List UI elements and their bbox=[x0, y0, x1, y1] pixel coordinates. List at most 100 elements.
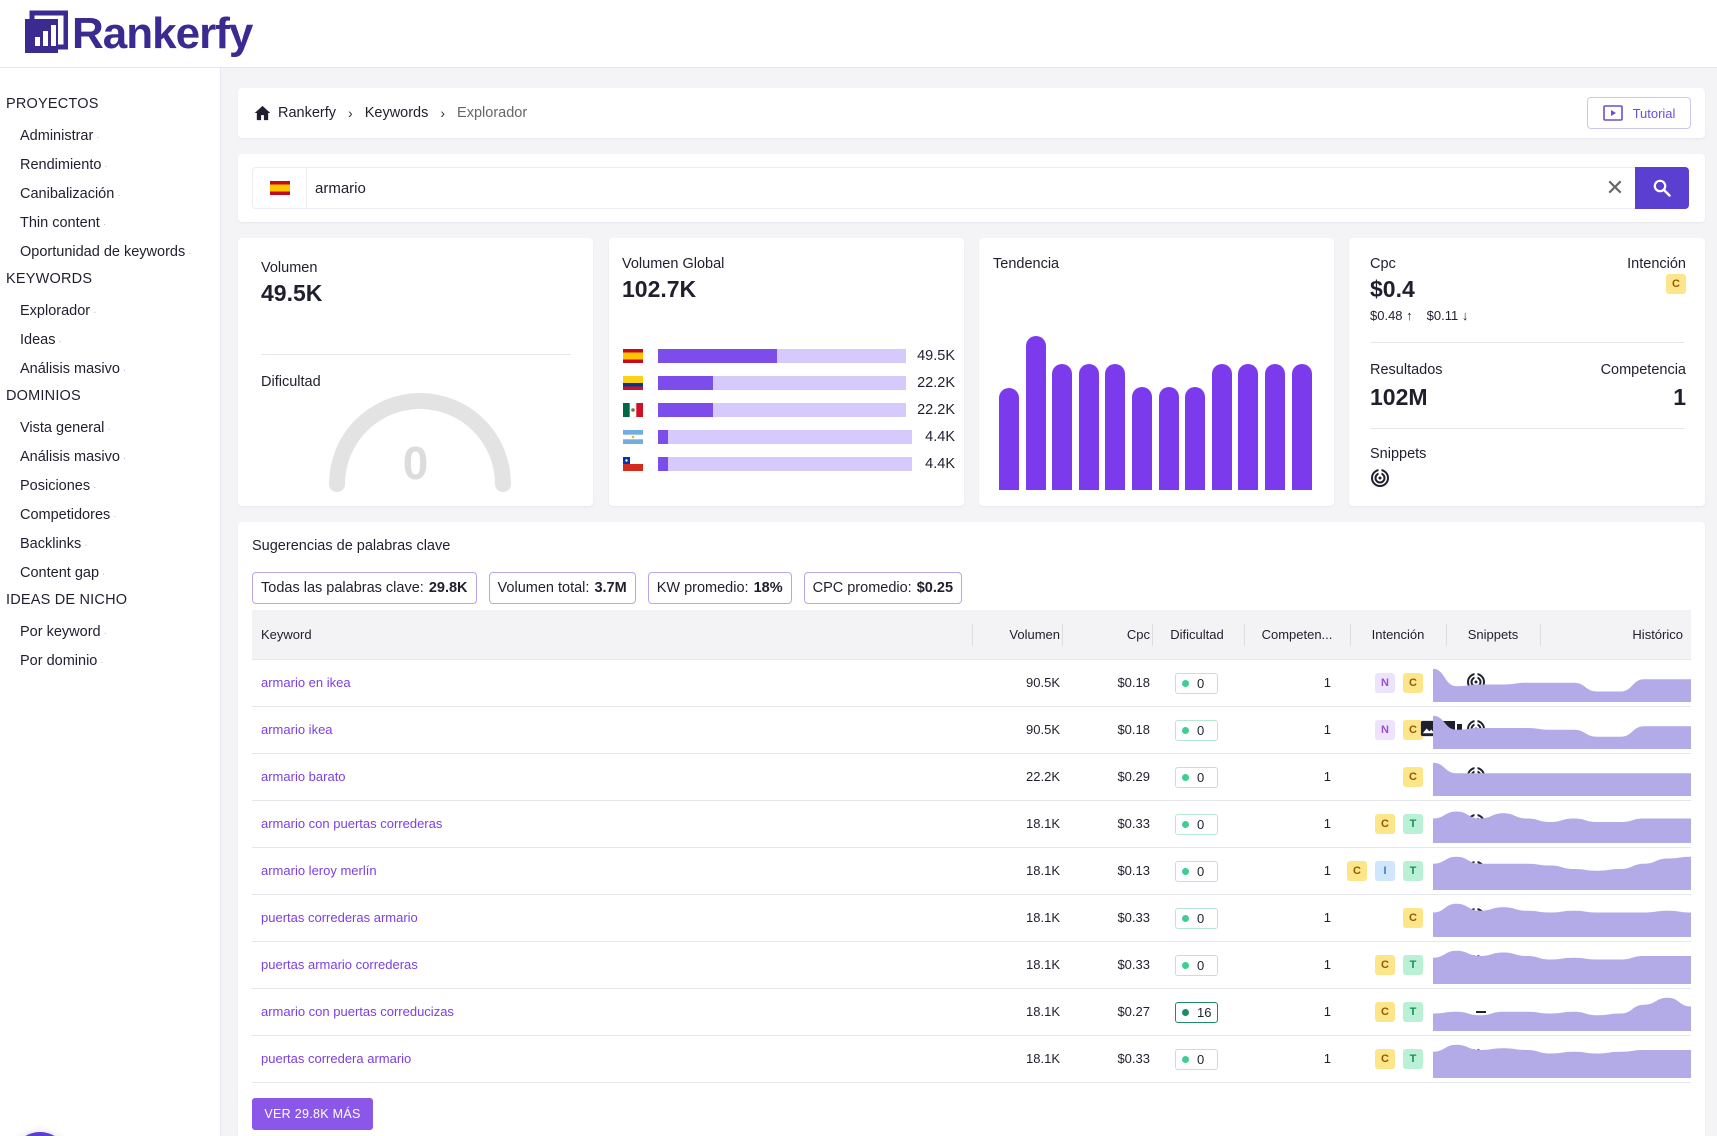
support-fab-button[interactable] bbox=[12, 1132, 68, 1136]
intent-cell: C bbox=[1302, 754, 1423, 800]
sidebar-item[interactable]: Competidores bbox=[0, 501, 220, 530]
sidebar-item[interactable]: Content gap bbox=[0, 559, 220, 588]
trend-bar[interactable] bbox=[1052, 363, 1073, 490]
app-name[interactable]: Rankerfy bbox=[72, 8, 253, 58]
country-volume-bar bbox=[658, 457, 912, 471]
difficulty-badge: 0 bbox=[1175, 673, 1218, 694]
search-input[interactable]: armario bbox=[315, 179, 366, 197]
keyword-link[interactable]: armario barato bbox=[261, 769, 346, 784]
keyword-link[interactable]: armario leroy merlín bbox=[261, 863, 377, 878]
sidebar-item[interactable]: Análisis masivo bbox=[0, 443, 220, 472]
breadcrumb-keywords[interactable]: Keywords bbox=[364, 105, 429, 121]
trend-bar[interactable] bbox=[999, 388, 1019, 490]
sidebar-nav: PROYECTOS AdministrarRendimientoCanibaliz… bbox=[0, 96, 220, 676]
country-selector[interactable] bbox=[253, 168, 307, 208]
table-row[interactable]: puertas armario correderas 18.1K $0.33 0 1 C T bbox=[252, 942, 1691, 989]
table-row[interactable]: armario barato 22.2K $0.29 0 1 C bbox=[252, 754, 1691, 801]
country-volume-bar bbox=[658, 349, 906, 363]
table-row[interactable]: puertas correderas armario 18.1K $0.33 0 1 C bbox=[252, 895, 1691, 942]
table-row[interactable]: puertas corredera armario 18.1K $0.33 0 1 C T bbox=[252, 1036, 1691, 1083]
table-row[interactable]: armario con puertas correderas 18.1K $0.33… bbox=[252, 801, 1691, 848]
breadcrumb-home[interactable]: Rankerfy bbox=[254, 105, 336, 121]
trend-bar[interactable] bbox=[1105, 363, 1126, 490]
sidebar-item[interactable]: Thin content bbox=[0, 209, 220, 238]
col-intent[interactable]: Intención bbox=[1371, 627, 1425, 642]
competition-title: Competencia bbox=[1600, 362, 1686, 378]
sidebar-item[interactable]: Por keyword bbox=[0, 618, 220, 647]
col-volume[interactable]: Volumen bbox=[1009, 627, 1060, 642]
table-row[interactable]: armario leroy merlín 18.1K $0.13 0 1 C I T bbox=[252, 848, 1691, 895]
difficulty-dot bbox=[1182, 915, 1189, 922]
sidebar-item[interactable]: Backlinks bbox=[0, 530, 220, 559]
competition-cell: 1 bbox=[1323, 910, 1331, 925]
search-button[interactable] bbox=[1635, 167, 1689, 209]
intent-badge: I bbox=[1375, 861, 1395, 881]
trend-bar[interactable] bbox=[1211, 363, 1232, 490]
intent-badge: T bbox=[1403, 814, 1423, 834]
sidebar-item[interactable]: Posiciones bbox=[0, 472, 220, 501]
trend-bar[interactable] bbox=[1238, 363, 1259, 490]
summary-chip-label: Todas las palabras clave: bbox=[261, 580, 424, 596]
history-sparkline bbox=[1433, 1044, 1691, 1078]
keyword-link[interactable]: armario en ikea bbox=[261, 675, 351, 690]
table-row[interactable]: armario en ikea 90.5K $0.18 0 1 N C bbox=[252, 660, 1691, 707]
country-volume-bar-fill bbox=[658, 376, 713, 390]
volume-cell: 18.1K bbox=[1026, 816, 1060, 831]
rankerfy-logo-icon[interactable] bbox=[22, 9, 68, 59]
trend-bar[interactable] bbox=[1025, 336, 1046, 490]
sidebar-item[interactable]: Oportunidad de keywords bbox=[0, 238, 220, 267]
keyword-link[interactable]: puertas armario correderas bbox=[261, 957, 418, 972]
country-volume-bar-fill bbox=[658, 457, 669, 471]
sidebar-item[interactable]: Administrar bbox=[0, 122, 220, 151]
snippets-title: Snippets bbox=[1370, 446, 1427, 462]
col-snippets[interactable]: Snippets bbox=[1467, 627, 1519, 642]
trend-bar[interactable] bbox=[1158, 386, 1179, 490]
sidebar-item[interactable]: Por dominio bbox=[0, 647, 220, 676]
col-history[interactable]: Histórico bbox=[1632, 627, 1683, 642]
tutorial-button[interactable]: Tutorial bbox=[1587, 97, 1691, 129]
trend-bar[interactable] bbox=[1291, 363, 1312, 490]
country-volume-value: 4.4K bbox=[925, 456, 955, 472]
divider bbox=[1370, 342, 1684, 343]
intent-badge: T bbox=[1403, 1002, 1423, 1022]
trend-bar[interactable] bbox=[1132, 386, 1152, 490]
trend-bar[interactable] bbox=[1078, 363, 1099, 490]
volume-cell: 90.5K bbox=[1026, 675, 1060, 690]
trend-bar[interactable] bbox=[1265, 363, 1285, 490]
sidebar-item[interactable]: Rendimiento bbox=[0, 151, 220, 180]
table-row[interactable]: armario con puertas correducizas 18.1K $0.… bbox=[252, 989, 1691, 1036]
keyword-link[interactable]: puertas corredera armario bbox=[261, 1051, 412, 1066]
no-snippet-icon bbox=[1476, 1001, 1486, 1013]
difficulty-cell: 0 bbox=[1197, 770, 1205, 785]
keyword-link[interactable]: armario con puertas correderas bbox=[261, 816, 443, 831]
col-difficulty[interactable]: Dificultad bbox=[1170, 627, 1224, 642]
sidebar-item[interactable]: Canibalización bbox=[0, 180, 220, 209]
sidebar-item[interactable]: Explorador bbox=[0, 297, 220, 326]
difficulty-cell: 0 bbox=[1197, 1052, 1205, 1067]
cpc-cell: $0.33 bbox=[1117, 816, 1150, 831]
trend-bar[interactable] bbox=[1185, 386, 1206, 490]
country-volume-bar-fill bbox=[658, 403, 713, 417]
col-keyword[interactable]: Keyword bbox=[261, 627, 312, 642]
breadcrumb: Rankerfy › Keywords › Explorador Tutoria… bbox=[238, 88, 1705, 138]
keyword-link[interactable]: puertas correderas armario bbox=[261, 910, 418, 925]
volume-cell: 18.1K bbox=[1026, 1051, 1060, 1066]
summary-chip: Todas las palabras clave: 29.8K bbox=[252, 572, 477, 604]
col-divider bbox=[1062, 624, 1063, 646]
show-more-button[interactable]: VER 29.8K MÁS bbox=[252, 1098, 373, 1130]
sidebar-section-title: PROYECTOS bbox=[6, 96, 99, 112]
country-volume-value: 49.5K bbox=[917, 348, 955, 364]
sidebar-item[interactable]: Ideas bbox=[0, 326, 220, 355]
snippets-cell bbox=[1332, 1001, 1486, 1013]
keyword-link[interactable]: armario ikea bbox=[261, 722, 333, 737]
difficulty-dot bbox=[1182, 1056, 1189, 1063]
table-row[interactable]: armario ikea 90.5K $0.18 0 1 N C bbox=[252, 707, 1691, 754]
sidebar-item[interactable]: Análisis masivo bbox=[0, 355, 220, 384]
keyword-link[interactable]: armario con puertas correducizas bbox=[261, 1004, 454, 1019]
col-competition[interactable]: Competen... bbox=[1261, 627, 1333, 642]
clear-search-icon[interactable]: ✕ bbox=[1605, 175, 1625, 200]
col-cpc[interactable]: Cpc bbox=[1126, 627, 1150, 642]
sidebar-item[interactable]: Vista general bbox=[0, 414, 220, 443]
arrow-up-icon: ↑ bbox=[1406, 308, 1413, 323]
